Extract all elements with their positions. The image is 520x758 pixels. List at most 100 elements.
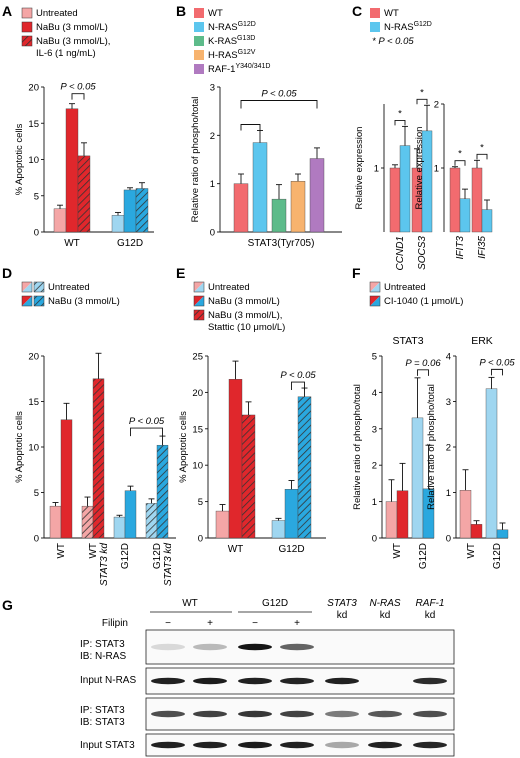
significance-label: *	[480, 142, 484, 153]
blot-group-label-wt: WT	[182, 598, 198, 609]
bar	[271, 198, 287, 233]
significance-label: P < 0.05	[261, 89, 297, 100]
chart-title: ERK	[471, 335, 493, 347]
blot-kd-suffix: kd	[425, 610, 436, 621]
blot-band	[151, 677, 185, 685]
legend-pvalue: * P < 0.05	[372, 36, 414, 47]
legend-label: CI-1040 (1 μmol/L)	[384, 296, 463, 307]
blot-band	[280, 643, 314, 651]
blot-row-label: Input N-RAS	[80, 675, 136, 686]
x-tick-label: SOCS3	[417, 236, 428, 270]
legend-label: IL-6 (1 ng/mL)	[36, 48, 96, 59]
y-tick-label: 0	[34, 228, 39, 239]
x-tick-label: WT	[56, 543, 67, 559]
y-tick-label: 10	[28, 443, 39, 454]
y-tick-label: 0	[34, 534, 39, 545]
bar	[385, 501, 398, 539]
blot-row-label: IP: STAT3	[80, 705, 125, 716]
blot-band	[368, 741, 402, 749]
x-tick-label: WT	[64, 238, 80, 249]
legend-label: WT	[208, 8, 223, 19]
bar	[60, 419, 73, 539]
bar	[309, 158, 325, 233]
y-axis-label: Relative ratio of phospho/total	[426, 384, 437, 510]
blot-band	[238, 643, 272, 651]
blot-row-label: IB: N-RAS	[80, 651, 126, 662]
y-tick-label: 15	[192, 424, 203, 435]
blot-band	[280, 710, 314, 718]
bar	[471, 167, 483, 233]
legend-d: Untreated NaBu (3 mmol/L)	[21, 281, 120, 307]
bar	[284, 489, 299, 539]
y-tick-label: 3	[372, 424, 377, 435]
y-tick-label: 25	[192, 352, 203, 363]
significance-bracket	[416, 98, 428, 105]
blot-band	[368, 710, 402, 718]
legend-label: K-RASG13D	[208, 35, 255, 47]
bar	[449, 167, 461, 233]
bar	[49, 505, 62, 539]
blot-filipin-mark: −	[252, 618, 258, 629]
bar	[241, 414, 256, 539]
y-tick-label: 0	[446, 534, 451, 545]
legend-label: H-RASG12V	[208, 49, 256, 61]
legend-label: Untreated	[208, 282, 250, 293]
legend-label: NaBu (3 mmol/L),	[208, 310, 282, 321]
significance-label: P < 0.05	[129, 416, 165, 427]
y-tick-label: 1	[374, 164, 379, 175]
y-tick-label: 15	[28, 397, 39, 408]
significance-label: P = 0.06	[405, 358, 441, 369]
y-tick-label: 5	[34, 191, 39, 202]
x-tick-label: STAT3(Tyr705)	[248, 238, 315, 249]
x-tick-label-part: G12D	[120, 543, 131, 569]
x-tick-label: G12DSTAT3 kd	[152, 543, 174, 586]
blot-band	[238, 741, 272, 749]
blot-band	[193, 710, 227, 718]
x-tick-label-part: WT	[56, 543, 67, 559]
chart-title: STAT3	[392, 335, 423, 347]
bar	[228, 379, 243, 539]
y-tick-label: 0	[198, 534, 203, 545]
significance-bracket	[476, 153, 488, 160]
significance-label: P < 0.05	[60, 82, 96, 93]
blot-band	[238, 677, 272, 685]
blot-filipin-mark: +	[207, 618, 213, 629]
blot-band	[151, 741, 185, 749]
x-tick-label: G12D	[278, 544, 304, 555]
legend-swatch	[21, 7, 33, 19]
blot-band	[280, 677, 314, 685]
y-tick-label: 5	[198, 497, 203, 508]
blot-band	[325, 710, 359, 718]
y-tick-label: 2	[210, 131, 215, 142]
legend-label: NaBu (3 mmol/L)	[36, 22, 108, 33]
bar	[111, 215, 125, 233]
y-tick-label: 1	[434, 164, 439, 175]
bar	[481, 209, 493, 233]
blot-filipin-mark: −	[165, 618, 171, 629]
x-tick-label-part: G12D	[152, 543, 163, 569]
legend-label: Untreated	[384, 282, 426, 293]
significance-bracket	[71, 93, 85, 100]
y-axis-label: Relative ratio of phospho/total	[190, 97, 201, 223]
blot-filipin-mark: +	[294, 618, 300, 629]
legend-b: WT N-RASG12D K-RASG13D H-RASG12V RAF-1Y3…	[194, 8, 270, 75]
significance-label: P < 0.05	[479, 357, 515, 368]
panel-label-c: C	[352, 3, 362, 19]
panel-label-b: B	[176, 3, 186, 19]
legend-swatch	[370, 22, 380, 32]
y-tick-label: 3	[210, 83, 215, 94]
y-tick-label: 2	[446, 443, 451, 454]
significance-bracket	[240, 100, 318, 109]
y-tick-label: 3	[446, 397, 451, 408]
y-tick-label: 10	[28, 155, 39, 166]
blot-band	[151, 710, 185, 718]
chart-panel-b: 0 1 2 3 Relative ratio of phospho/total STAT3…	[190, 83, 342, 249]
legend-swatch	[370, 8, 380, 18]
legend-swatch	[33, 281, 45, 293]
y-tick-label: 5	[372, 352, 377, 363]
bar	[252, 142, 268, 233]
y-axis-label: % Apoptotic cells	[14, 123, 25, 195]
y-tick-label: 1	[372, 497, 377, 508]
y-tick-label: 5	[34, 488, 39, 499]
